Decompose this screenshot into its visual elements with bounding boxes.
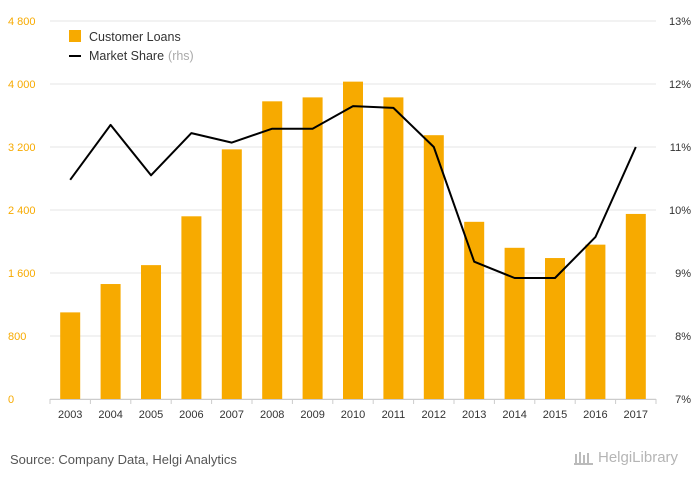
x-axis-tick-label: 2009 (300, 409, 324, 421)
left-axis-tick-label: 800 (8, 331, 26, 343)
bar (100, 284, 121, 399)
legend-label-market-share: Market Share (rhs) (89, 49, 194, 63)
bar (383, 97, 404, 399)
legend: Customer Loans Market Share (rhs) (69, 30, 194, 63)
x-axis-tick-label: 2003 (58, 409, 82, 421)
logo-text: HelgiLibrary (598, 449, 679, 466)
x-axis-tick-label: 2005 (139, 409, 163, 421)
bar (262, 101, 283, 399)
x-axis-tick-label: 2004 (98, 409, 122, 421)
bar (181, 216, 202, 399)
right-axis-tick-label: 10% (669, 205, 691, 217)
market-share-line (69, 105, 637, 279)
bar (141, 265, 161, 399)
legend-label-customer-loans: Customer Loans (89, 30, 181, 44)
left-axis-tick-label: 4 800 (8, 16, 36, 28)
line-series-market-share (69, 105, 637, 279)
right-axis-tick-label: 9% (675, 268, 691, 280)
x-axis-tick-label: 2017 (624, 409, 648, 421)
bar (343, 81, 363, 399)
legend-swatch-customer-loans (69, 30, 81, 42)
right-axis-tick-label: 8% (675, 331, 691, 343)
x-axis-ticks: 2003 2004 2005 2006 2007 2008 2009 2010 2011 2012… (49, 399, 657, 421)
right-axis-tick-label: 12% (669, 79, 691, 91)
x-axis-tick-label: 2012 (422, 409, 446, 421)
bar (423, 135, 444, 399)
bar (585, 244, 606, 399)
left-axis-tick-label: 3 200 (8, 142, 36, 154)
bar (302, 97, 323, 399)
x-axis-tick-label: 2006 (179, 409, 203, 421)
x-axis-tick-label: 2013 (462, 409, 486, 421)
bar (221, 149, 242, 399)
right-axis-tick-label: 11% (670, 142, 691, 154)
x-axis-tick-label: 2016 (583, 409, 607, 421)
bar (625, 213, 646, 399)
x-axis-tick-label: 2014 (502, 409, 526, 421)
bar-series-customer-loans (60, 81, 646, 399)
source-note: Source: Company Data, Helgi Analytics (10, 452, 237, 467)
x-axis-tick-label: 2008 (260, 409, 284, 421)
library-logo-icon (574, 451, 593, 465)
left-axis-tick-label: 0 (8, 394, 14, 406)
x-axis-tick-label: 2007 (220, 409, 244, 421)
bar (60, 312, 81, 399)
right-axis-tick-label: 7% (675, 394, 691, 406)
left-axis-tick-label: 1 600 (8, 268, 36, 280)
bar (504, 247, 525, 399)
left-axis-ticks: 0 800 1 600 2 400 3 200 4 000 4 800 (8, 16, 36, 406)
right-axis-ticks: 7% 8% 9% 10% 11% 12% 13% (669, 16, 691, 406)
x-axis-tick-label: 2015 (543, 409, 567, 421)
left-axis-tick-label: 4 000 (8, 79, 36, 91)
chart: 0 800 1 600 2 400 3 200 4 000 4 800 7% 8% 9% 10% 1… (8, 16, 691, 421)
x-axis-tick-label: 2010 (341, 409, 365, 421)
right-axis-tick-label: 13% (669, 16, 691, 28)
left-axis-tick-label: 2 400 (8, 205, 36, 217)
bar (545, 258, 565, 399)
x-axis-tick-label: 2011 (382, 409, 406, 421)
helgi-library-logo: HelgiLibrary (574, 449, 678, 466)
bar (464, 221, 485, 399)
